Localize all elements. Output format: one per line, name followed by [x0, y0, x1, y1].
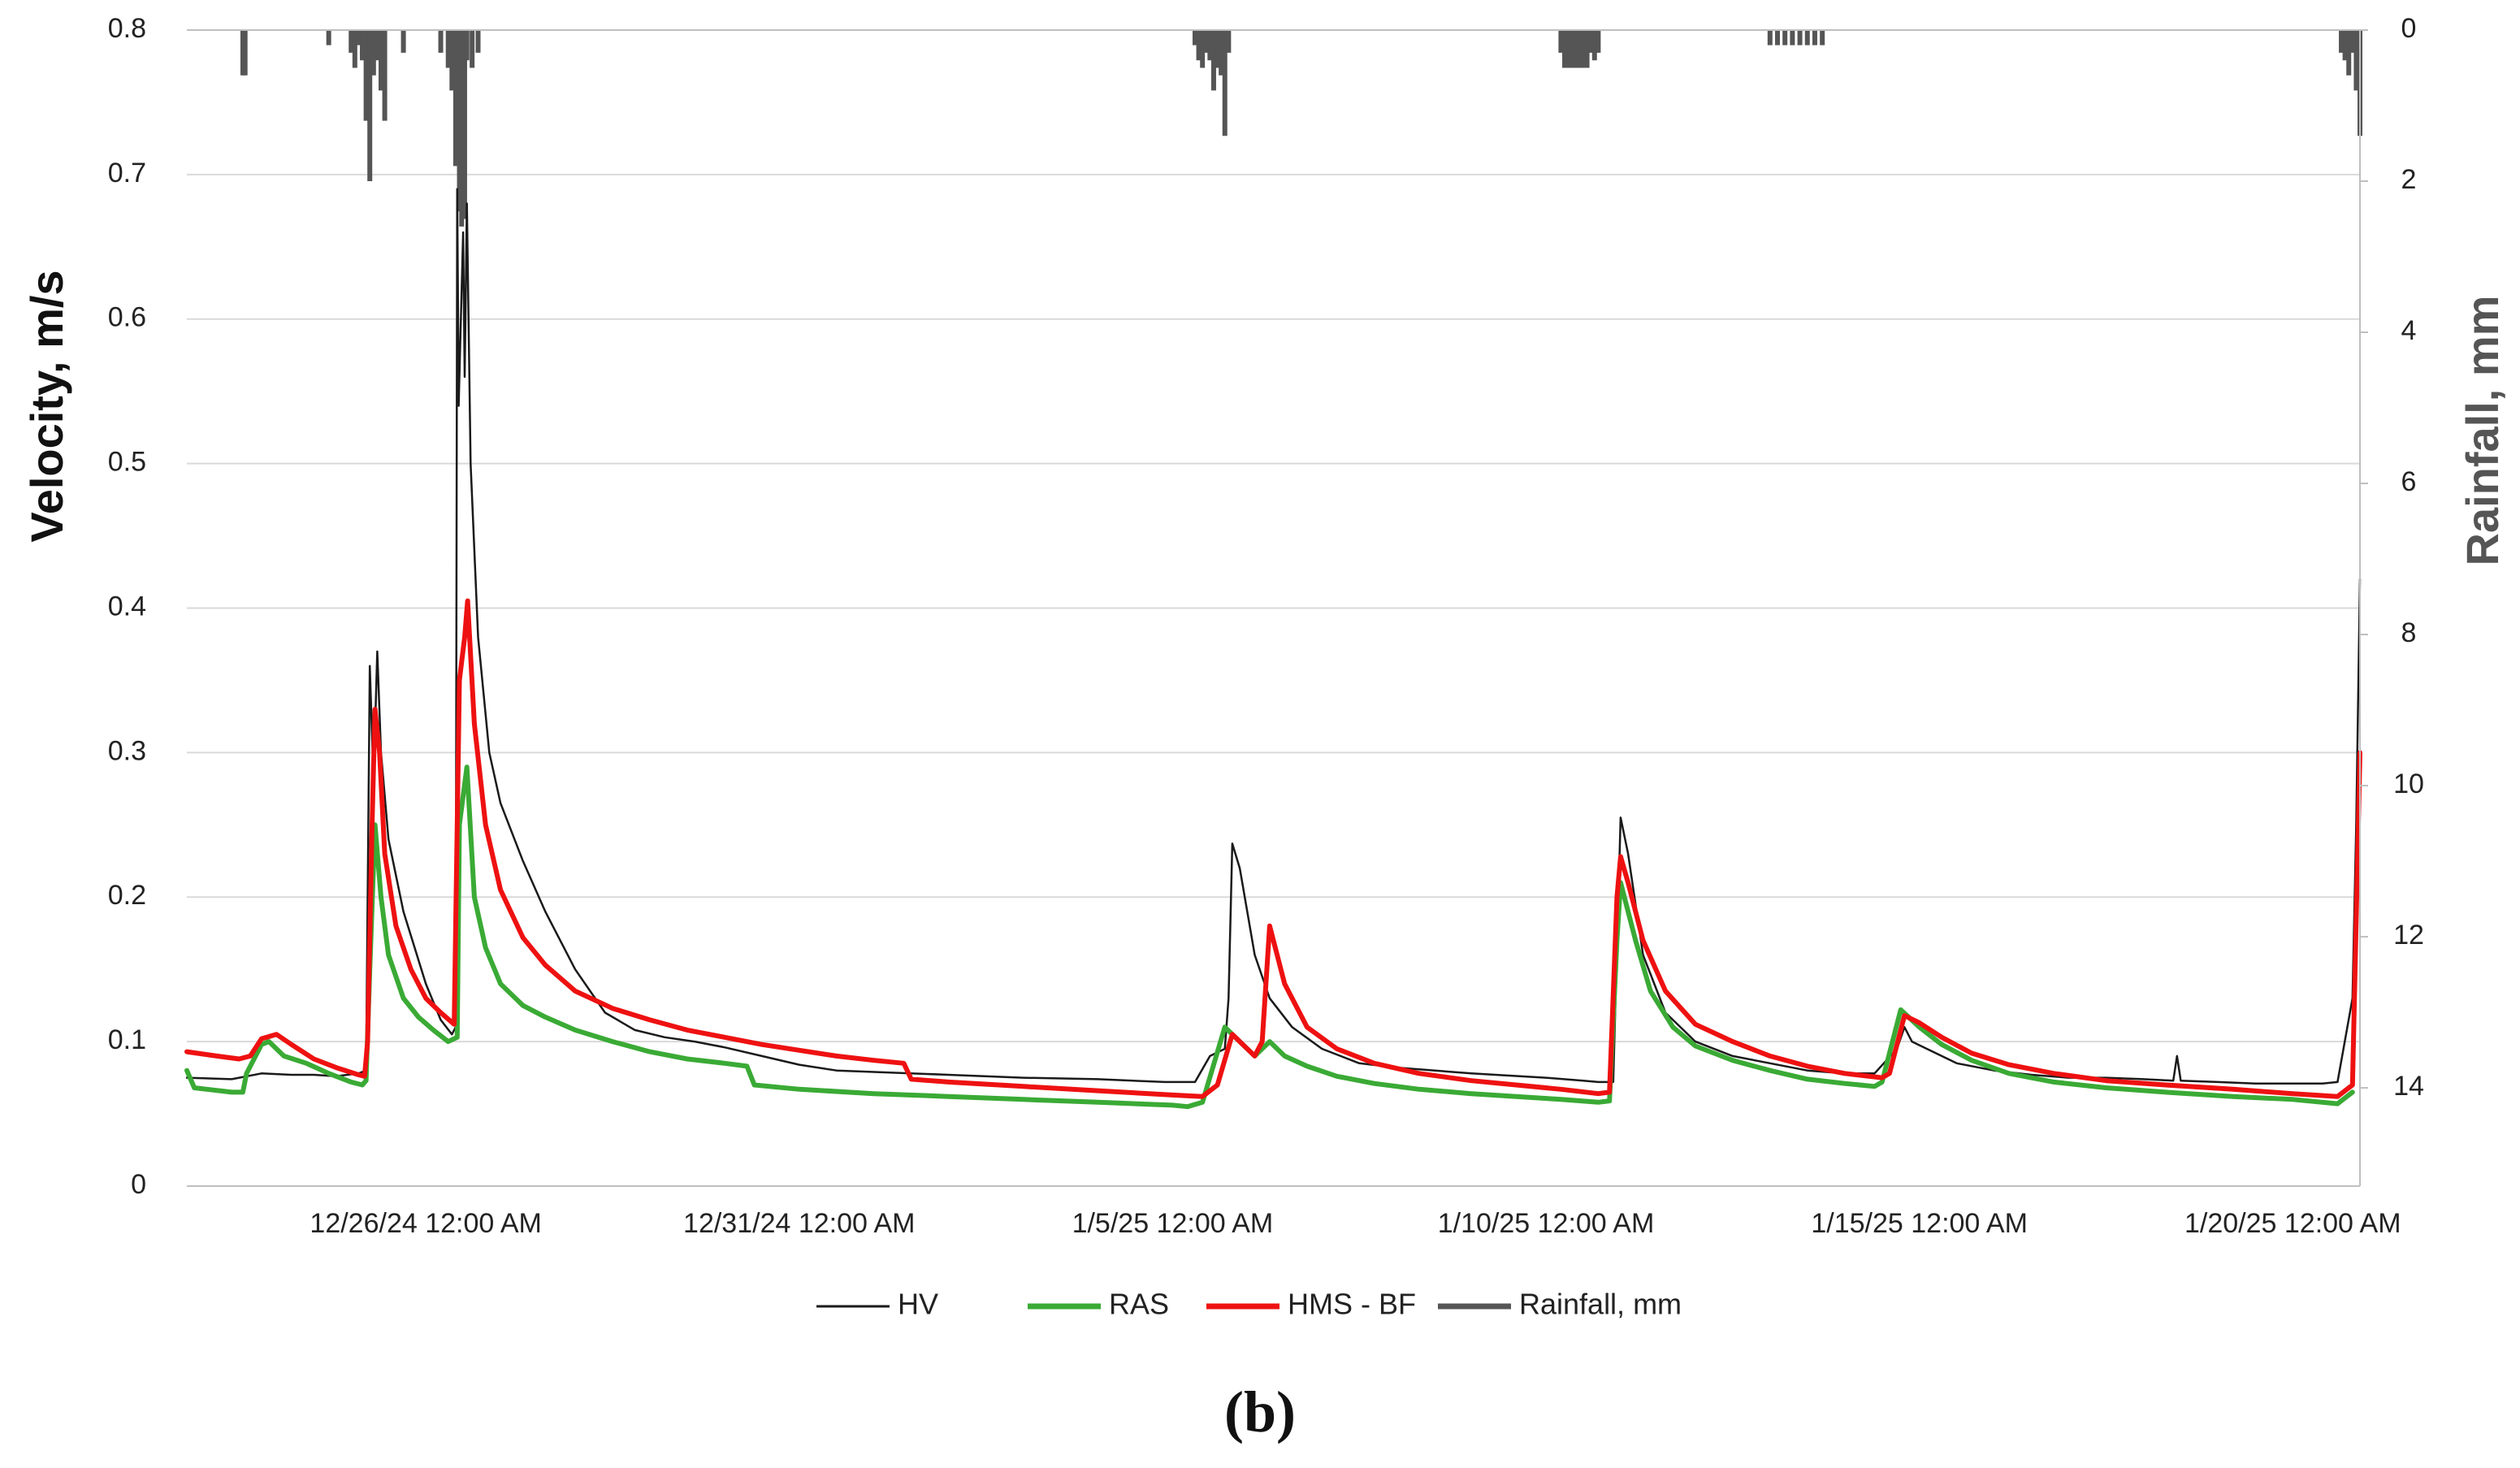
series-hms-bf [184, 598, 2362, 1099]
x-tick-labels: 12/26/24 12:00 AM 12/31/24 12:00 AM 1/5/25… [310, 1208, 2401, 1239]
panel-label: (b) [1224, 1379, 1296, 1444]
legend-item: HV [816, 1288, 938, 1321]
legend-label: HMS - BF [1288, 1288, 1416, 1321]
y-right-tick-label: 0 [2401, 13, 2417, 44]
y-tick-labels: 0 0.1 0.2 0.3 0.4 0.5 0.6 0.7 0.8 [108, 13, 146, 1200]
legend-item: RAS [1028, 1288, 1169, 1321]
legend-label: Rainfall, mm [1519, 1288, 1682, 1321]
y-tick-label: 0 [131, 1169, 146, 1200]
y-right-tick-label: 14 [2393, 1071, 2424, 1102]
y-tick-label: 0.4 [108, 591, 146, 621]
velocity-series [184, 188, 2362, 1110]
x-tick-label: 1/5/25 12:00 AM [1072, 1208, 1274, 1239]
axes [187, 29, 2361, 1187]
x-tick-label: 1/10/25 12:00 AM [1438, 1208, 1655, 1239]
y-tick-label: 0.8 [108, 13, 146, 44]
y-axis-title: Velocity, m/s [21, 270, 72, 542]
x-tick-label: 1/20/25 12:00 AM [2184, 1208, 2401, 1239]
y-right-tick-label: 10 [2393, 769, 2424, 799]
y-tick-label: 0.3 [108, 735, 146, 766]
rainfall-series [240, 30, 2362, 227]
y-right-tick-labels: 0 2 4 6 8 10 12 14 [2360, 13, 2424, 1102]
y-right-tick-label: 4 [2401, 315, 2417, 346]
y-right-tick-label: 2 [2401, 164, 2417, 195]
legend-label: RAS [1109, 1288, 1169, 1321]
y-tick-label: 0.7 [108, 158, 146, 188]
y-right-tick-label: 12 [2393, 920, 2424, 951]
y-tick-label: 0.1 [108, 1024, 146, 1055]
legend: HV RAS HMS - BF Rainfall, mm [816, 1288, 1682, 1321]
gridlines [187, 29, 2360, 1043]
y-right-axis-title: Rainfall, mm [2457, 296, 2508, 566]
legend-item: Rainfall, mm [1438, 1288, 1682, 1321]
x-tick-label: 12/26/24 12:00 AM [310, 1208, 541, 1239]
y-right-tick-label: 6 [2401, 466, 2417, 497]
y-right-tick-label: 8 [2401, 617, 2417, 648]
legend-item: HMS - BF [1206, 1288, 1416, 1321]
x-tick-label: 1/15/25 12:00 AM [1811, 1208, 2028, 1239]
y-tick-label: 0.2 [108, 880, 146, 911]
y-tick-label: 0.5 [108, 447, 146, 478]
y-tick-label: 0.6 [108, 302, 146, 333]
x-tick-label: 12/31/24 12:00 AM [683, 1208, 915, 1239]
legend-label: HV [898, 1288, 938, 1321]
